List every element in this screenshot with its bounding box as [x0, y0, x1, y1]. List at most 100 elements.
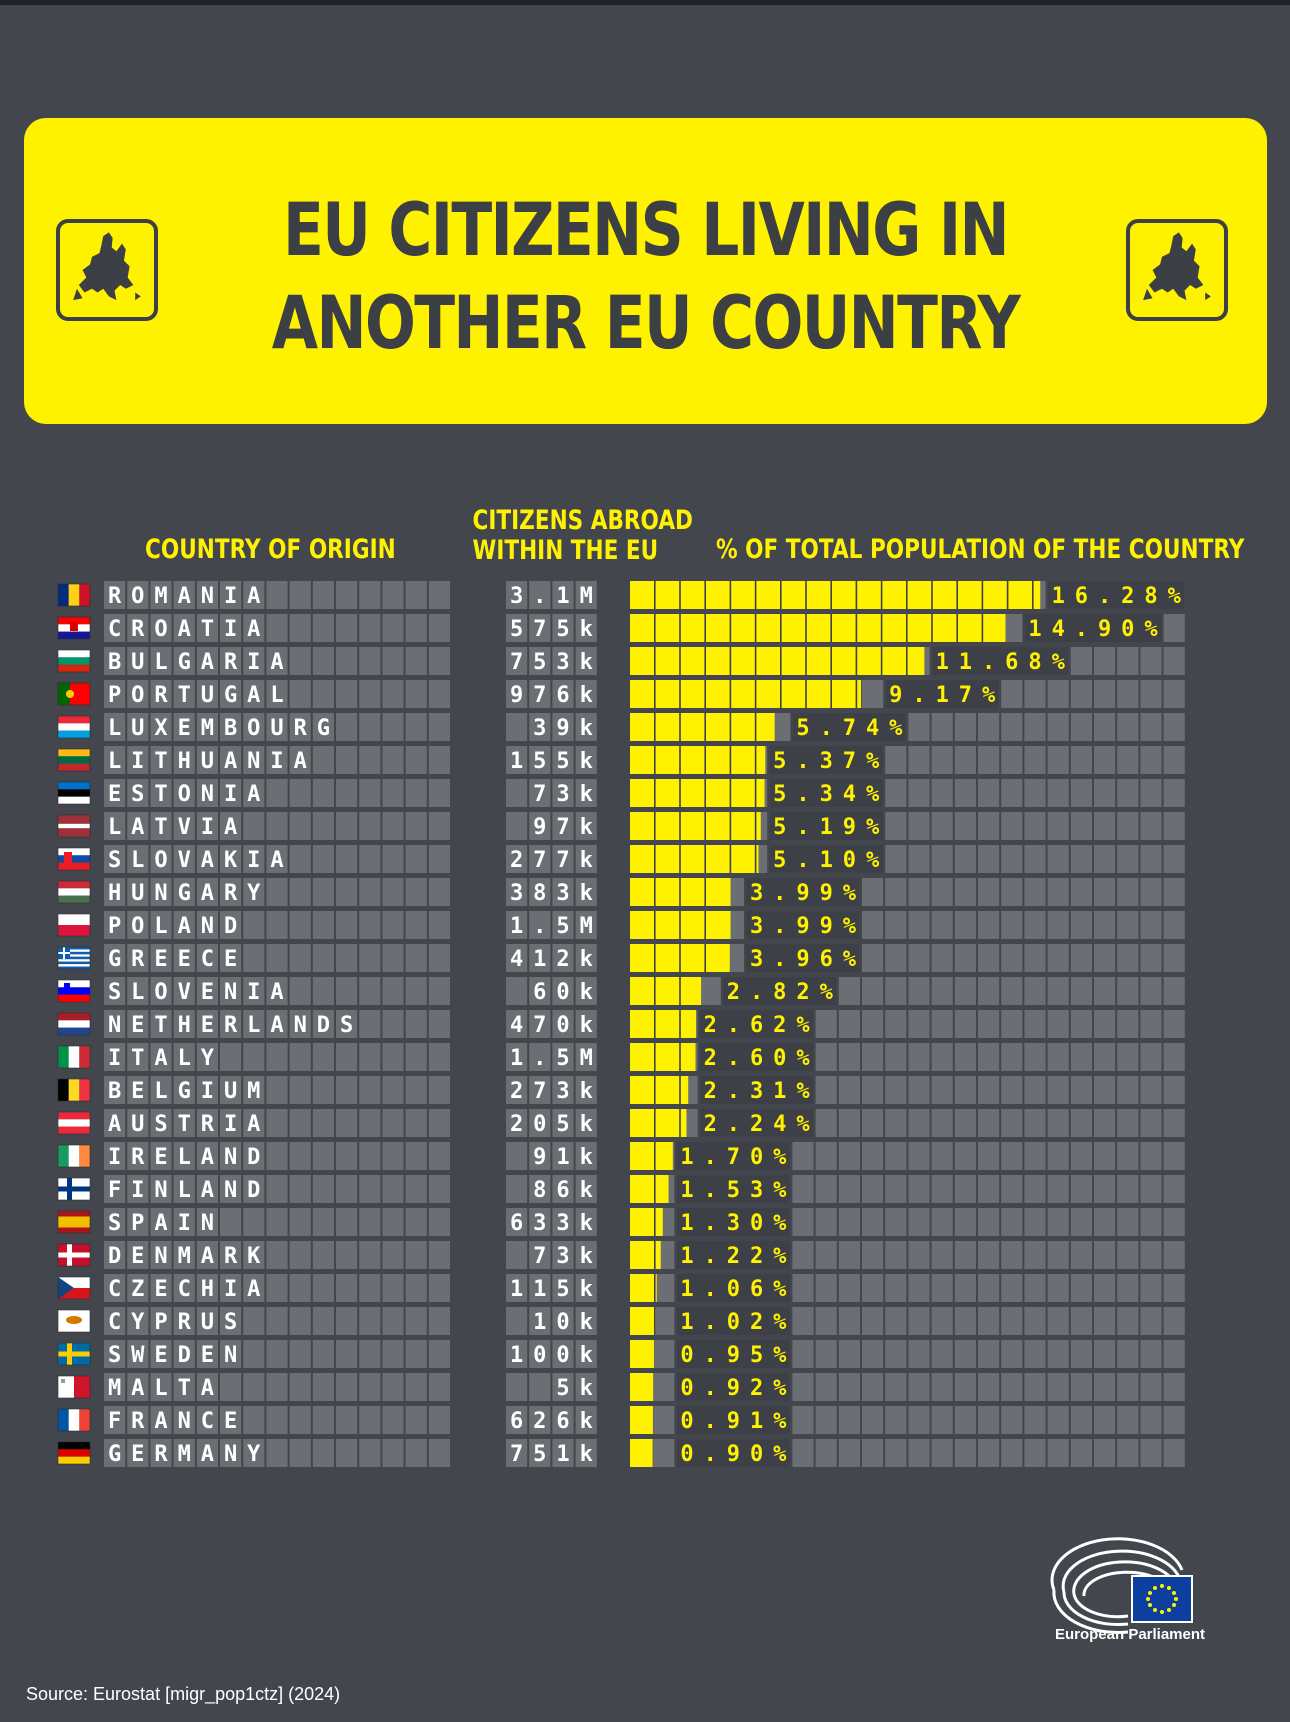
name-tile [127, 1175, 149, 1203]
name-tile [266, 1373, 288, 1401]
country-label: R [201, 1112, 215, 1137]
value-label: % [773, 1310, 787, 1335]
name-tile [428, 1175, 450, 1203]
value-label: 1 [1052, 584, 1065, 609]
name-tile [359, 1340, 381, 1368]
percent-grid-tile [838, 1109, 860, 1137]
name-tile [173, 713, 195, 741]
country-label: L [154, 1079, 167, 1104]
value-label: 2 [704, 1112, 717, 1137]
bar-cell-divider [880, 647, 883, 675]
percent-grid-tile [954, 812, 976, 840]
percent-grid-tile [908, 1043, 930, 1071]
percent-grid-tile [1117, 1109, 1139, 1137]
value-label: % [773, 1277, 787, 1302]
citizens-tile [506, 680, 528, 708]
percent-grid-tile [908, 977, 930, 1005]
value-label: 5 [773, 782, 786, 807]
name-tile [289, 1208, 311, 1236]
country-label: A [247, 683, 260, 708]
percent-grid-tile [1047, 1208, 1069, 1236]
name-tile [196, 614, 218, 642]
country-label: A [201, 650, 214, 675]
percent-grid-tile [1163, 1439, 1185, 1467]
country-label: N [247, 749, 260, 774]
percent-grid-tile [1070, 1406, 1092, 1434]
name-tile [405, 680, 427, 708]
country-label: L [154, 1376, 167, 1401]
value-label: 3 [750, 1079, 763, 1104]
name-tile [220, 1043, 242, 1071]
flag-italy-icon [57, 1045, 91, 1069]
bar-cell-divider [780, 581, 782, 609]
percent-grid-tile [1140, 1142, 1162, 1170]
name-tile [405, 1241, 427, 1269]
name-tile [266, 977, 288, 1005]
name-tile [104, 1109, 126, 1137]
name-tile [405, 581, 427, 609]
name-tile [289, 680, 311, 708]
percent-grid-tile [1163, 680, 1185, 708]
name-tile [336, 1109, 358, 1137]
citizens-abroad-label: 2 [533, 1409, 546, 1434]
name-tile [359, 878, 381, 906]
bar-cell-divider [654, 878, 656, 906]
citizens-abroad-label: k [580, 1244, 593, 1269]
citizens-abroad-label: 2 [510, 1079, 523, 1104]
name-tile [104, 1373, 126, 1401]
name-tile [220, 647, 242, 675]
bar-cell-divider [906, 614, 908, 642]
name-tile [428, 1274, 450, 1302]
name-tile [336, 812, 358, 840]
percent-grid-tile [954, 1274, 976, 1302]
citizens-abroad-label: 6 [556, 683, 569, 708]
name-tile [196, 680, 218, 708]
name-tile [220, 1406, 242, 1434]
citizens-tile [506, 812, 528, 840]
name-tile [312, 647, 334, 675]
value-label: 6 [1075, 584, 1088, 609]
name-tile [312, 779, 334, 807]
bar-cell-divider [654, 614, 656, 642]
percent-grid-tile [978, 1142, 1000, 1170]
percent-grid-tile [954, 1175, 976, 1203]
country-label: R [108, 584, 122, 609]
percent-grid-tile [1047, 1241, 1069, 1269]
percent-grid-tile [1163, 647, 1185, 675]
percent-grid-tile [1047, 911, 1069, 939]
citizens-abroad-label: 6 [533, 980, 546, 1005]
value-label-bg [746, 944, 860, 972]
percent-grid-tile [978, 845, 1000, 873]
value-label: % [843, 881, 857, 906]
citizens-tile [552, 1406, 574, 1434]
percent-grid-tile [1163, 1340, 1185, 1368]
citizens-tile [552, 944, 574, 972]
name-tile [150, 680, 172, 708]
percent-grid-tile [1024, 1175, 1046, 1203]
value-label: 0 [843, 848, 856, 873]
citizens-tile [552, 779, 574, 807]
percent-grid-tile [1001, 1175, 1023, 1203]
name-tile [289, 911, 311, 939]
country-label: C [108, 1310, 121, 1335]
citizens-abroad-label: 5 [556, 1376, 569, 1401]
percent-grid-tile [1024, 1406, 1046, 1434]
name-tile [266, 746, 288, 774]
percent-grid-tile [931, 1175, 953, 1203]
citizens-abroad-label: k [580, 1112, 593, 1137]
percent-grid-tile [1001, 812, 1023, 840]
country-label: H [108, 881, 121, 906]
citizens-tile [552, 845, 574, 873]
flag-croatia-icon [57, 616, 91, 640]
citizens-abroad-label: 0 [556, 1343, 569, 1368]
percent-grid-tile [885, 1043, 907, 1071]
country-label: V [178, 815, 191, 840]
citizens-tile [552, 1142, 574, 1170]
european-parliament-label: European Parliament [1054, 1626, 1206, 1643]
country-label: B [108, 1079, 121, 1104]
country-label: C [108, 617, 121, 642]
citizens-tile [529, 680, 551, 708]
country-label: G [108, 1442, 121, 1467]
value-label: 2 [727, 1244, 740, 1269]
name-tile [405, 1208, 427, 1236]
